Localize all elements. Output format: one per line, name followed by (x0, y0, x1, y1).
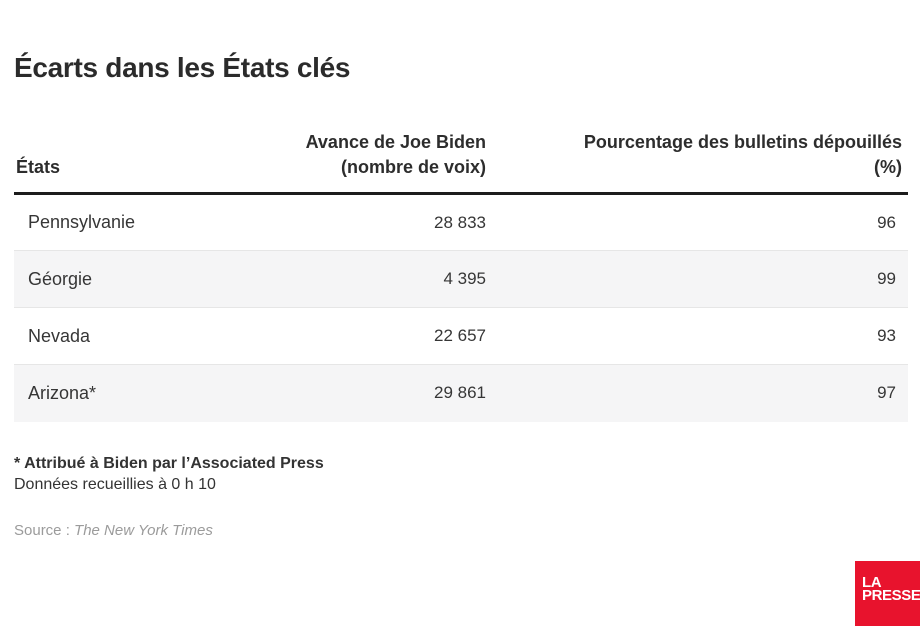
source-label: Source : (14, 521, 70, 539)
margin-cell: 22 657 (250, 307, 486, 365)
table-row: Nevada 22 657 93 (14, 307, 908, 365)
table-row: Géorgie 4 395 99 (14, 250, 908, 308)
source-line: Source : The New York Times (14, 522, 908, 539)
source-name: The New York Times (74, 521, 213, 539)
column-header-ballots-counted-line1: Pourcentage des bulletins dépouillés (583, 132, 902, 152)
column-header-biden-lead: Avance de Joe Biden (nombre de voix) (250, 130, 486, 195)
state-cell: Pennsylvanie (28, 212, 136, 232)
margin-cell: 28 833 (434, 212, 486, 232)
state-cell: Géorgie (14, 250, 250, 308)
column-header-states: États (14, 130, 250, 195)
pct-cell: 97 (486, 364, 908, 422)
table-row: Pennsylvanie 28 833 96 (14, 194, 908, 251)
lapresse-logo-line1: LA (862, 574, 882, 591)
margin-cell: 29 861 (250, 364, 486, 422)
table-row: Arizona* 29 861 97 (14, 364, 908, 422)
column-header-biden-lead-line2: (nombre de voix) (340, 157, 486, 177)
footnote-asterisk: * Attribué à Biden par l’Associated Pres… (14, 454, 324, 472)
state-cell: Arizona* (14, 364, 250, 422)
column-header-ballots-counted: Pourcentage des bulletins dépouillés (%) (486, 130, 908, 195)
lapresse-logo: LA PRESSE (855, 561, 921, 626)
pct-cell: 93 (486, 307, 908, 365)
column-header-biden-lead-line1: Avance de Joe Biden (305, 132, 486, 152)
pct-cell: 96 (877, 212, 896, 232)
infographic-page: { "title": "Écarts dans les États clés",… (0, 52, 924, 633)
footnote-data-collected: Données recueillies à 0 h 10 (14, 475, 216, 493)
table-header: États Avance de Joe Biden (nombre de voix… (14, 130, 908, 195)
pct-cell: 99 (486, 250, 908, 308)
lapresse-logo-line2: PRESSE (862, 587, 921, 604)
page-title: Écarts dans les États clés (14, 52, 351, 83)
state-cell: Nevada (14, 307, 250, 365)
key-states-table: États Avance de Joe Biden (nombre de voix… (14, 130, 908, 422)
footnotes-block: * Attribué à Biden par l’Associated Pres… (14, 453, 908, 495)
column-header-ballots-counted-line2: (%) (874, 157, 902, 177)
margin-cell: 4 395 (250, 250, 486, 308)
